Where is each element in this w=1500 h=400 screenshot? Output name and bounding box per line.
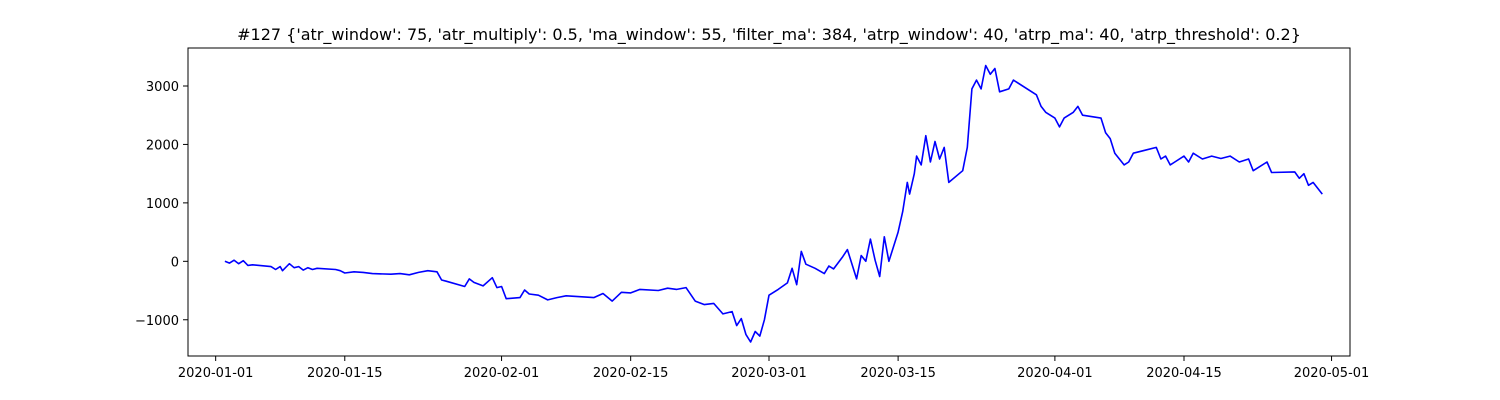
series-layer [224,64,1323,343]
x-tick-label: 2020-04-15 [1146,366,1222,381]
y-tick-label: 1000 [146,197,179,212]
y-tick-label: 3000 [146,80,179,95]
x-tick-label: 2020-02-01 [464,366,540,381]
x-tick-label: 2020-03-01 [731,366,807,381]
y-axis: −1000 0 1000 2000 3000 [135,80,188,329]
plot-area-frame [187,47,1351,357]
y-tick-label: −1000 [135,314,179,329]
x-tick-label: 2020-04-01 [1017,366,1093,381]
y-tick-label: 2000 [146,138,179,153]
y-tick-label: 0 [171,255,179,270]
x-tick-label: 2020-01-15 [307,366,383,381]
x-tick-label: 2020-01-01 [178,366,254,381]
x-tick-label: 2020-02-15 [593,366,669,381]
x-tick-label: 2020-03-15 [860,366,936,381]
series-line [224,64,1323,343]
chart-title: #127 {'atr_window': 75, 'atr_multiply': … [237,25,1301,45]
x-tick-label: 2020-05-01 [1294,366,1370,381]
x-axis: 2020-01-01 2020-01-15 2020-02-01 2020-02-15… [178,356,1369,381]
